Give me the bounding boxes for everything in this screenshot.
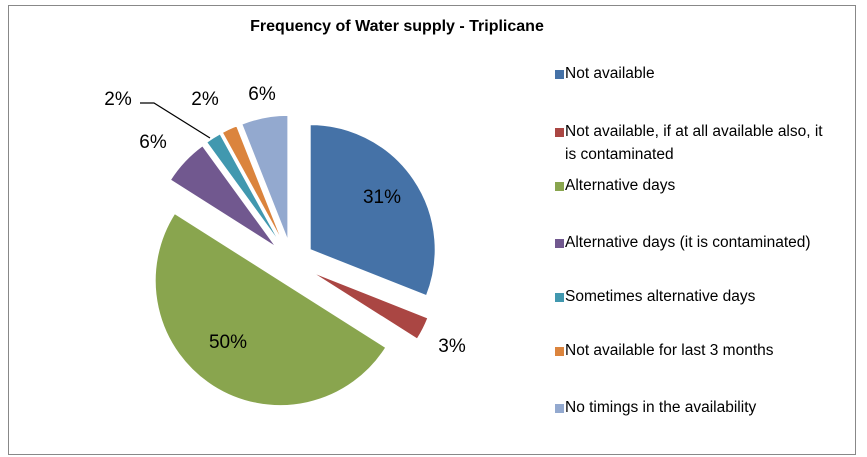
pie-slice [206,133,281,244]
legend-label: Alternative days [565,177,676,194]
legend-label: Not available, if at all available also,… [565,123,823,163]
pie-slice [309,124,436,297]
pie-slice [154,212,387,407]
leader-line [140,102,211,139]
legend-swatch [555,182,564,191]
legend-swatch [555,128,564,137]
pie-slice [169,145,277,248]
data-label: 2% [104,89,132,110]
legend-label: Alternative days (it is contaminated) [565,234,811,251]
legend-swatch [555,347,564,356]
legend-swatch [555,70,564,79]
legend-swatch [555,404,564,413]
legend-swatch [555,239,564,248]
legend-label: No timings in the availability [565,399,757,416]
data-label: 6% [248,84,276,105]
data-label: 31% [363,187,401,208]
pie-slice [221,125,284,243]
data-label: 50% [209,332,247,353]
data-label: 3% [438,336,466,357]
chart-title: Frequency of Water supply - Triplicane [250,18,544,35]
legend-label: Not available [565,65,655,82]
data-label: 2% [191,89,219,110]
legend-label: Sometimes alternative days [565,288,756,305]
pie-slice [241,114,289,241]
pie-slice [311,271,429,340]
data-label: 6% [139,132,167,153]
legend-swatch [555,293,564,302]
legend-label: Not available for last 3 months [565,342,774,359]
